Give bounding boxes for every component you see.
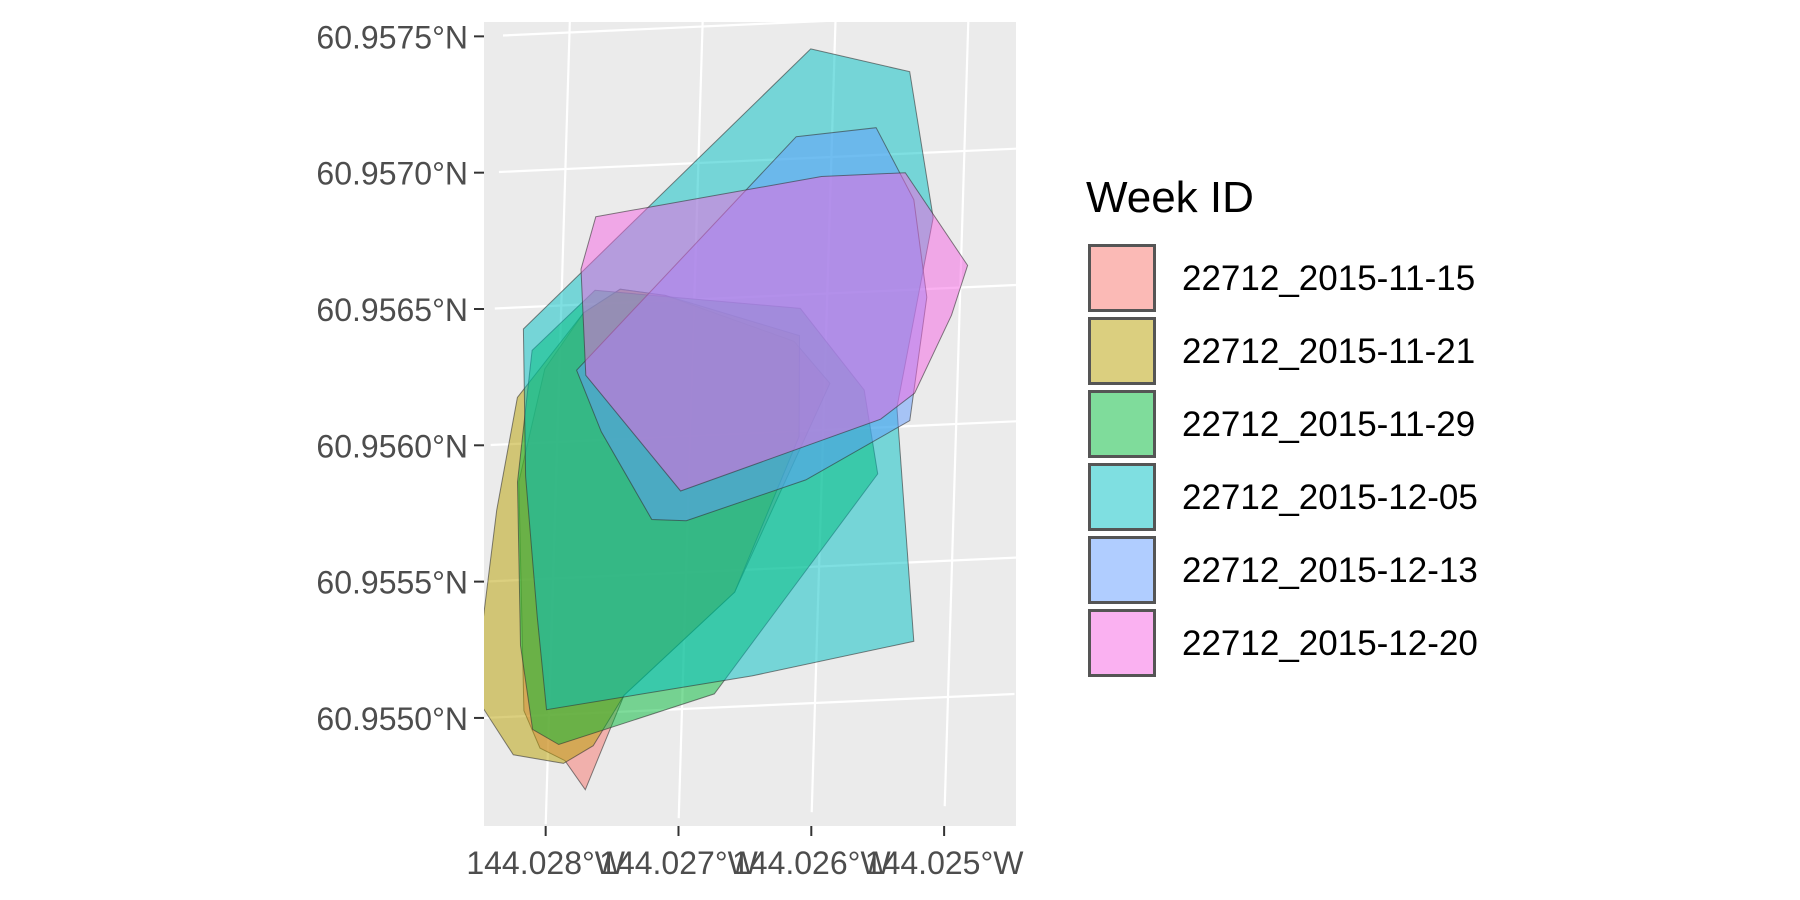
y-tick-label-0: 60.9550°N — [316, 701, 468, 737]
legend-key-22712_2015-12-20 — [1088, 609, 1156, 677]
legend-label-4: 22712_2015-12-13 — [1182, 551, 1478, 590]
legend-title: Week ID — [1086, 173, 1254, 222]
y-tick-label-5: 60.9575°N — [316, 19, 468, 55]
y-axis: 60.9550°N 60.9555°N 60.9560°N 60.9565°N 60.9… — [316, 19, 484, 737]
legend-key-22712_2015-12-05 — [1088, 463, 1156, 531]
legend-key-22712_2015-11-29 — [1088, 390, 1156, 458]
polygon-22712_2015-12-20 — [580, 172, 969, 492]
home-range-polygons — [484, 48, 969, 791]
y-tick-label-4: 60.9570°N — [316, 156, 468, 192]
x-tick-label-1: 144.027°W — [599, 845, 758, 881]
legend-key-22712_2015-11-15 — [1088, 244, 1156, 312]
y-tick-label-3: 60.9565°N — [316, 292, 468, 328]
x-tick-label-3: 144.025°W — [865, 845, 1024, 881]
x-tick-label-0: 144.028°W — [466, 845, 625, 881]
parallel-line-5 — [502, 22, 827, 37]
legend-label-0: 22712_2015-11-15 — [1182, 259, 1475, 298]
meridian-line-3 — [943, 22, 970, 807]
x-tick-label-2: 144.026°W — [732, 845, 891, 881]
legend-label-1: 22712_2015-11-21 — [1182, 332, 1475, 371]
legend-key-22712_2015-11-21 — [1088, 317, 1156, 385]
y-tick-label-2: 60.9560°N — [316, 428, 468, 464]
legend: Week ID 22712_2015-11-15 22712_2015-11-21… — [1086, 173, 1478, 677]
legend-label-5: 22712_2015-12-20 — [1182, 624, 1478, 663]
legend-label-3: 22712_2015-12-05 — [1182, 478, 1478, 517]
legend-label-2: 22712_2015-11-29 — [1182, 405, 1475, 444]
y-tick-label-1: 60.9555°N — [316, 565, 468, 601]
legend-key-22712_2015-12-13 — [1088, 536, 1156, 604]
